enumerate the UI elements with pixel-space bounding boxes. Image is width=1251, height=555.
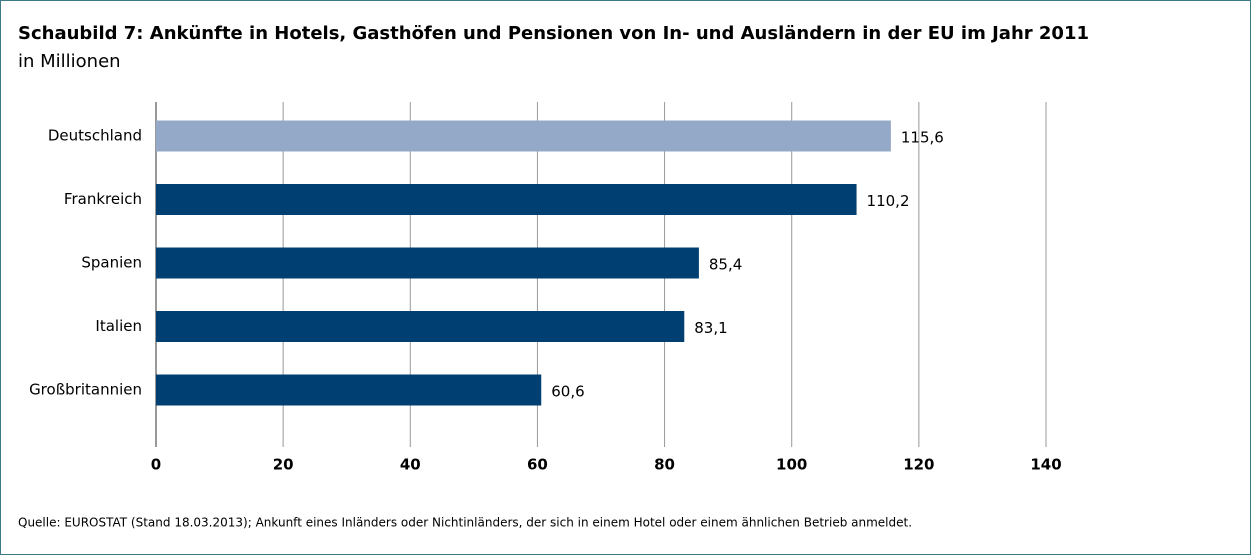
- source-note: Quelle: EUROSTAT (Stand 18.03.2013); Ank…: [18, 516, 912, 530]
- x-tick-label: 120: [903, 456, 934, 474]
- bar: [156, 311, 685, 342]
- x-tick-label: 20: [273, 456, 294, 474]
- y-tick-label: Italien: [95, 317, 142, 335]
- y-tick-label: Spanien: [81, 254, 142, 272]
- x-tick-label: 140: [1030, 456, 1061, 474]
- bar: [156, 184, 857, 215]
- chart-title: Schaubild 7: Ankünfte in Hotels, Gasthöf…: [18, 23, 1089, 44]
- bar: [156, 120, 891, 152]
- x-tick-label: 60: [527, 456, 548, 474]
- y-tick-label: Frankreich: [64, 190, 142, 208]
- value-label: 85,4: [709, 256, 742, 274]
- x-tick-label: 40: [400, 456, 421, 474]
- bar: [156, 374, 542, 406]
- value-label: 83,1: [694, 319, 727, 337]
- x-tick-label: 0: [151, 456, 161, 474]
- y-tick-label: Großbritannien: [29, 381, 142, 399]
- value-label: 110,2: [867, 192, 910, 210]
- bar: [156, 247, 699, 279]
- value-label: 115,6: [901, 129, 944, 147]
- x-tick-label: 80: [654, 456, 675, 474]
- x-tick-label: 100: [776, 456, 807, 474]
- chart-subtitle: in Millionen: [18, 51, 121, 72]
- value-label: 60,6: [551, 383, 584, 401]
- y-tick-label: Deutschland: [48, 127, 142, 145]
